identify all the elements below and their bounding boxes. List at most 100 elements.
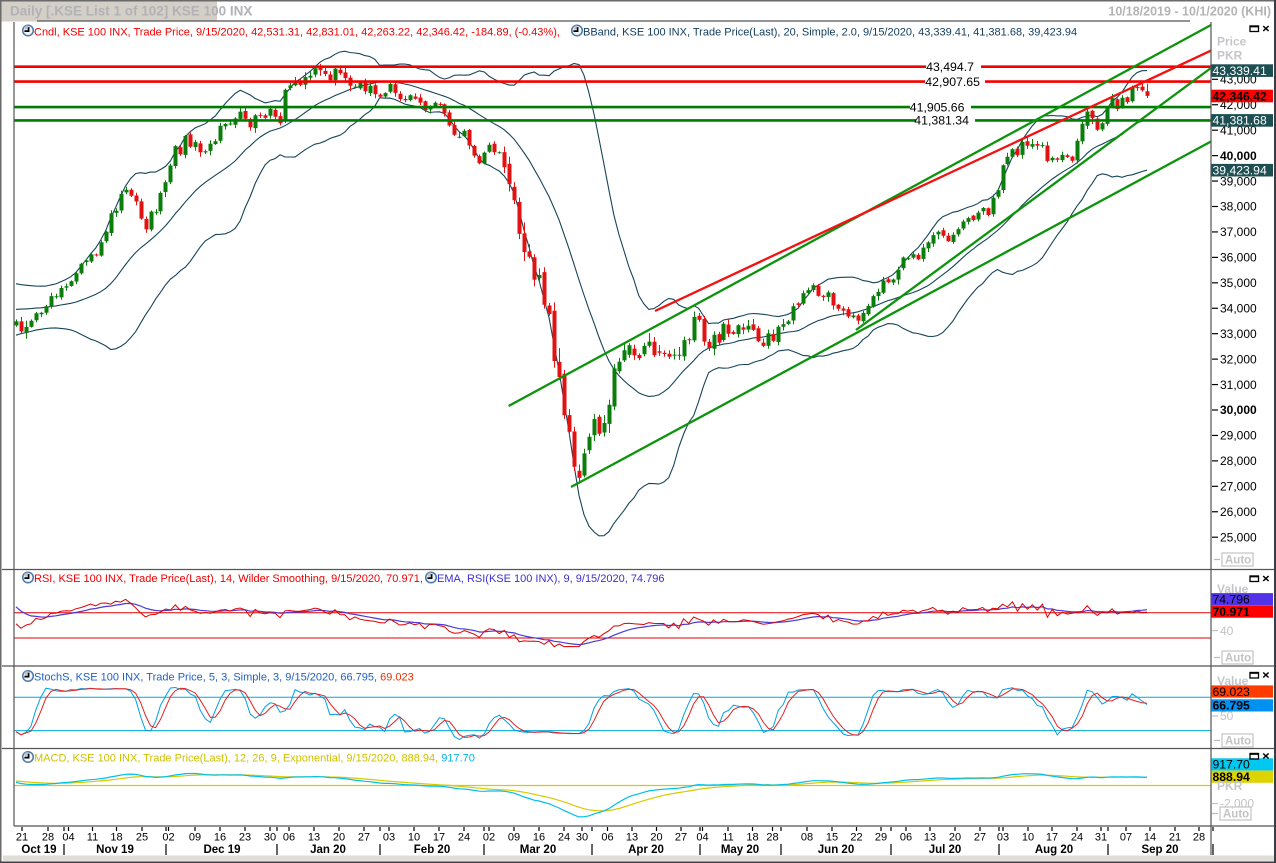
- svg-text:29: 29: [875, 832, 887, 844]
- svg-text:07: 07: [1120, 832, 1132, 844]
- svg-text:24: 24: [458, 832, 470, 844]
- svg-text:10/18/2019 - 10/1/2020 (KHI): 10/18/2019 - 10/1/2020 (KHI): [1108, 5, 1271, 19]
- svg-text:39,423.94: 39,423.94: [1213, 164, 1267, 178]
- svg-text:09: 09: [189, 832, 201, 844]
- svg-text:10: 10: [408, 832, 420, 844]
- svg-text:41,000: 41,000: [1220, 123, 1257, 137]
- svg-text:Mar 20: Mar 20: [520, 844, 556, 856]
- svg-text:27,000: 27,000: [1220, 480, 1257, 494]
- svg-text:29,000: 29,000: [1220, 429, 1257, 443]
- svg-text:Aug 20: Aug 20: [1035, 844, 1073, 856]
- svg-text:Jun 20: Jun 20: [818, 844, 854, 856]
- svg-text:Sep 20: Sep 20: [1141, 844, 1178, 856]
- svg-text:Daily [.KSE List 1 of 102] KSE: Daily [.KSE List 1 of 102] KSE 100 INX: [10, 4, 252, 19]
- svg-text:41,381.68: 41,381.68: [1213, 114, 1267, 128]
- svg-text:04: 04: [62, 832, 74, 844]
- svg-text:Price: Price: [1217, 35, 1247, 49]
- svg-text:-2,000: -2,000: [1220, 797, 1254, 811]
- svg-text:EMA, RSI(KSE 100 INX), 9, 9/1: EMA, RSI(KSE 100 INX), 9, 9/15/2020, 74.…: [437, 573, 664, 585]
- svg-text:BBand, KSE 100 INX, Trade Pric: BBand, KSE 100 INX, Trade Price(Last), 2…: [583, 27, 1077, 39]
- svg-text:13: 13: [308, 832, 320, 844]
- svg-text:28: 28: [766, 832, 778, 844]
- svg-text:38,000: 38,000: [1220, 200, 1257, 214]
- svg-text:888.94: 888.94: [1213, 770, 1250, 784]
- svg-text:40,000: 40,000: [1220, 149, 1257, 163]
- svg-text:27: 27: [974, 832, 986, 844]
- svg-text:917.70: 917.70: [1213, 758, 1250, 772]
- svg-text:42,907.65: 42,907.65: [925, 75, 980, 89]
- svg-text:25: 25: [136, 832, 148, 844]
- svg-text:Jul 20: Jul 20: [929, 844, 962, 856]
- svg-text:37,000: 37,000: [1220, 225, 1257, 239]
- svg-text:15: 15: [826, 832, 838, 844]
- svg-text:20: 20: [333, 832, 345, 844]
- svg-text:24: 24: [558, 832, 570, 844]
- svg-text:23: 23: [239, 832, 251, 844]
- svg-text:21: 21: [1169, 832, 1181, 844]
- svg-text:28: 28: [42, 832, 54, 844]
- svg-text:02: 02: [162, 832, 174, 844]
- svg-text:06: 06: [283, 832, 295, 844]
- svg-text:Value: Value: [1217, 674, 1249, 688]
- svg-text:11: 11: [722, 832, 733, 844]
- svg-text:06: 06: [900, 832, 912, 844]
- svg-text:13: 13: [924, 832, 936, 844]
- svg-text:43,339.41: 43,339.41: [1213, 64, 1267, 78]
- svg-text:69.023: 69.023: [1213, 685, 1250, 699]
- svg-text:17: 17: [433, 832, 445, 844]
- svg-text:04: 04: [696, 832, 708, 844]
- svg-text:30: 30: [264, 832, 276, 844]
- svg-text:22: 22: [850, 832, 862, 844]
- svg-text:16: 16: [533, 832, 545, 844]
- svg-text:Jan 20: Jan 20: [310, 844, 346, 856]
- svg-text:24: 24: [1071, 832, 1083, 844]
- svg-text:11: 11: [87, 832, 98, 844]
- svg-text:May 20: May 20: [721, 844, 759, 856]
- svg-text:14: 14: [1144, 832, 1156, 844]
- svg-text:28,000: 28,000: [1220, 454, 1257, 468]
- svg-text:Value: Value: [1217, 582, 1249, 596]
- svg-text:28: 28: [1193, 832, 1205, 844]
- svg-text:30,000: 30,000: [1220, 403, 1257, 417]
- svg-text:30: 30: [576, 832, 588, 844]
- svg-text:27: 27: [358, 832, 370, 844]
- svg-text:Auto: Auto: [1225, 653, 1251, 665]
- svg-text:Apr 20: Apr 20: [628, 844, 664, 856]
- svg-text:Auto: Auto: [1223, 809, 1249, 821]
- svg-text:31: 31: [1095, 832, 1107, 844]
- svg-text:StochS, KSE 100 INX, Trade Pri: StochS, KSE 100 INX, Trade Price, 5, 3, …: [34, 672, 414, 684]
- svg-text:02: 02: [483, 832, 495, 844]
- svg-text:74.796: 74.796: [1213, 593, 1250, 607]
- svg-text:32,000: 32,000: [1220, 352, 1257, 366]
- svg-text:03: 03: [997, 832, 1009, 844]
- svg-text:Cndl, KSE 100 INX, Trade Price: Cndl, KSE 100 INX, Trade Price, 9/15/202…: [34, 27, 560, 39]
- svg-text:27: 27: [675, 832, 687, 844]
- svg-text:42,346.42: 42,346.42: [1213, 89, 1267, 103]
- svg-text:35,000: 35,000: [1220, 276, 1257, 290]
- svg-text:08: 08: [801, 832, 813, 844]
- svg-text:25,000: 25,000: [1220, 530, 1257, 544]
- svg-text:03: 03: [383, 832, 395, 844]
- svg-text:Dec 19: Dec 19: [203, 844, 240, 856]
- svg-text:66.795: 66.795: [1213, 699, 1250, 713]
- svg-text:43,494.7: 43,494.7: [926, 60, 974, 74]
- svg-text:20: 20: [949, 832, 961, 844]
- svg-text:RSI, KSE 100 INX, Trade Price(: RSI, KSE 100 INX, Trade Price(Last), 14,…: [34, 573, 423, 585]
- svg-text:40: 40: [1220, 624, 1234, 638]
- svg-text:31,000: 31,000: [1220, 378, 1257, 392]
- svg-text:33,000: 33,000: [1220, 327, 1257, 341]
- svg-text:13: 13: [626, 832, 638, 844]
- svg-text:34,000: 34,000: [1220, 301, 1257, 315]
- svg-text:MACD, KSE 100 INX, Trade Price: MACD, KSE 100 INX, Trade Price(Last), 12…: [34, 753, 475, 765]
- svg-text:18: 18: [746, 832, 758, 844]
- svg-text:41,905.66: 41,905.66: [910, 100, 965, 114]
- svg-text:50: 50: [1220, 709, 1234, 723]
- svg-text:17: 17: [1046, 832, 1058, 844]
- svg-text:20: 20: [650, 832, 662, 844]
- svg-text:41,381.34: 41,381.34: [914, 114, 969, 128]
- svg-text:PKR: PKR: [1217, 49, 1243, 63]
- svg-text:70.971: 70.971: [1213, 605, 1250, 619]
- svg-text:36,000: 36,000: [1220, 251, 1257, 265]
- svg-text:Feb 20: Feb 20: [414, 844, 450, 856]
- svg-text:Oct 19: Oct 19: [21, 844, 56, 856]
